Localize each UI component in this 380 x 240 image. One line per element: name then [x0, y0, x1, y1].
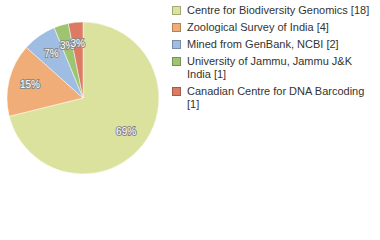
- html-text:Canadian Centre for DNA Barcod: Canadian Centre for DNA Barcoding [1]: [187, 85, 365, 110]
- svg-text:3%: 3%: [70, 38, 85, 49]
- svg-text:15%: 15%: [20, 79, 40, 90]
- svg-text:3%: 3%: [60, 40, 75, 52]
- html-text:Mined from GenBank, NCBI [2]: Mined from GenBank, NCBI [2]: [187, 38, 339, 50]
- html-text:Centre for Biodiversity Genomi: Centre for Biodiversity Genomics [18]: [187, 4, 370, 16]
- svg-text:69%: 69%: [116, 126, 136, 137]
- html-text:University of Jammu, Jammu J&K: University of Jammu, Jammu J&K India [1]: [187, 55, 352, 80]
- svg-text:7%: 7%: [44, 48, 59, 59]
- html-text:Zoological Survey of India [4]: Zoological Survey of India [4]: [187, 21, 329, 33]
